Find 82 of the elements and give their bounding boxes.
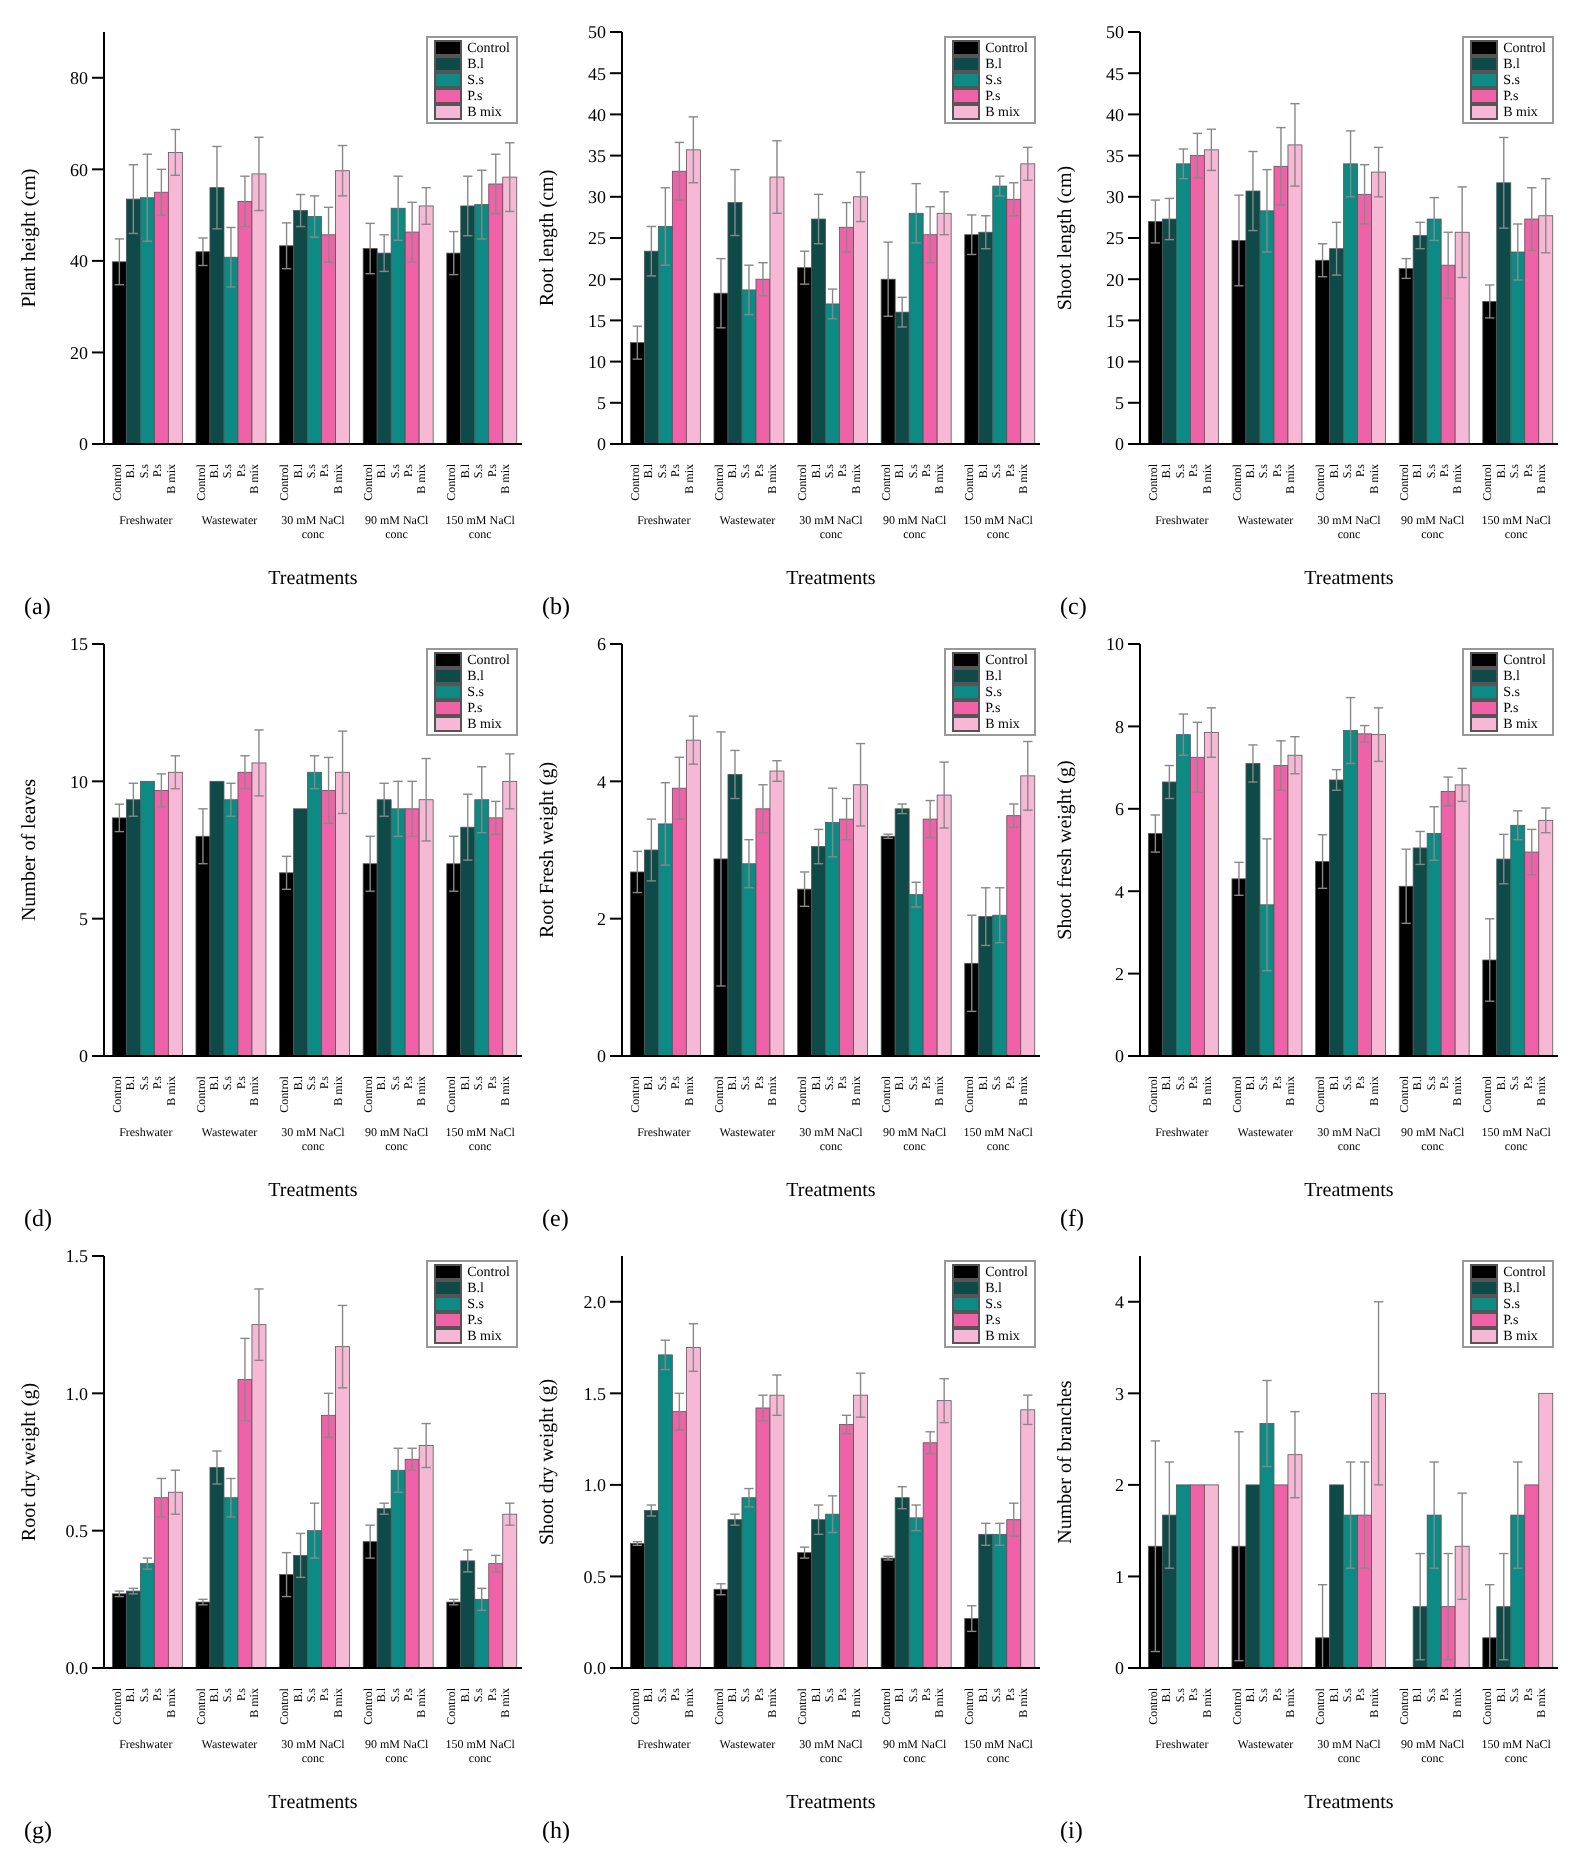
text: (h): [542, 1816, 570, 1846]
y-tick-label: 6: [1115, 799, 1125, 820]
y-tick-label: 2: [1115, 963, 1124, 984]
y-tick-label: 40: [1106, 104, 1125, 125]
y-tick-label: 10: [588, 351, 607, 372]
y-tick-label: 25: [588, 228, 607, 249]
y-axis-title: Plant height (cm): [19, 168, 42, 308]
y-tick-label: 10: [70, 771, 89, 792]
y-tick-label: 8: [1115, 716, 1125, 737]
y-tick-label: 0.5: [65, 1521, 89, 1542]
y-tick-label: 40: [588, 104, 607, 125]
x-axis-title: Treatments: [1304, 568, 1394, 590]
y-tick-label: 0.5: [583, 1566, 607, 1587]
y-tick-label: 5: [79, 909, 89, 930]
y-tick-label: 50: [588, 22, 607, 43]
y-axis-title: Shoot dry weight (g): [537, 1378, 560, 1546]
y-tick-label: 0: [1115, 1046, 1125, 1067]
y-axis-title: Root length (cm): [537, 169, 560, 307]
y-tick-label: 0: [1115, 1658, 1125, 1679]
y-tick-label: 0.0: [583, 1658, 607, 1679]
x-axis-title: Treatments: [268, 568, 358, 590]
y-tick-label: 0: [79, 1046, 89, 1067]
y-tick-label: 40: [70, 251, 89, 272]
y-tick-label: 5: [597, 393, 607, 414]
y-tick-label: 20: [1106, 269, 1125, 290]
y-axis-title: Shoot length (cm): [1055, 165, 1078, 311]
x-axis-title: Treatments: [786, 1792, 876, 1814]
y-tick-label: 2: [1115, 1475, 1124, 1496]
y-tick-label: 20: [588, 269, 607, 290]
y-tick-label: 5: [1115, 393, 1125, 414]
y-tick-label: 1.5: [583, 1383, 607, 1404]
y-tick-label: 45: [588, 63, 607, 84]
y-tick-label: 35: [588, 145, 607, 166]
text: (a): [24, 592, 51, 622]
text: (g): [24, 1816, 52, 1846]
text: (i): [1060, 1816, 1083, 1846]
y-tick-label: 30: [1106, 187, 1125, 208]
y-tick-label: 25: [1106, 228, 1125, 249]
y-tick-label: 10: [1106, 634, 1125, 655]
y-tick-label: 45: [1106, 63, 1125, 84]
y-tick-label: 1.0: [65, 1383, 89, 1404]
y-tick-label: 15: [70, 634, 89, 655]
y-axis-title: Root Fresh weight (g): [537, 761, 560, 939]
x-axis-title: Treatments: [1304, 1792, 1394, 1814]
text: (d): [24, 1204, 52, 1234]
x-axis-title: Treatments: [268, 1180, 358, 1202]
x-axis-title: Treatments: [268, 1792, 358, 1814]
y-tick-label: 0.0: [65, 1658, 89, 1679]
x-axis-title: Treatments: [1304, 1180, 1394, 1202]
y-tick-label: 3: [1115, 1383, 1125, 1404]
y-tick-label: 1.0: [583, 1475, 607, 1496]
x-axis-title: Treatments: [786, 568, 876, 590]
y-tick-label: 35: [1106, 145, 1125, 166]
y-tick-label: 15: [1106, 310, 1125, 331]
y-tick-label: 50: [1106, 22, 1125, 43]
y-tick-label: 80: [70, 68, 89, 89]
y-tick-label: 4: [1115, 1292, 1125, 1313]
y-tick-label: 4: [1115, 881, 1125, 902]
text: (b): [542, 592, 570, 622]
text: (f): [1060, 1204, 1084, 1234]
y-tick-label: 4: [597, 771, 607, 792]
y-tick-label: 10: [1106, 351, 1125, 372]
y-axis-title: Number of leaves: [19, 778, 42, 922]
y-tick-label: 0: [597, 1046, 607, 1067]
y-tick-label: 0: [1115, 434, 1125, 455]
y-tick-label: 0: [597, 434, 607, 455]
y-tick-label: 2: [597, 909, 606, 930]
y-axis-title: Root dry weight (g): [19, 1382, 42, 1542]
y-tick-label: 15: [588, 310, 607, 331]
y-tick-label: 30: [588, 187, 607, 208]
text: (e): [542, 1204, 569, 1234]
y-tick-label: 2.0: [583, 1292, 607, 1313]
y-tick-label: 1.5: [65, 1246, 89, 1267]
y-tick-label: 60: [70, 159, 89, 180]
y-axis-title: Shoot fresh weight (g): [1055, 760, 1078, 940]
x-axis-title: Treatments: [786, 1180, 876, 1202]
y-axis-title: Number of branches: [1055, 1380, 1078, 1544]
y-tick-label: 20: [70, 342, 89, 363]
y-tick-label: 1: [1115, 1566, 1124, 1587]
y-tick-label: 0: [79, 434, 89, 455]
text: (c): [1060, 592, 1087, 622]
y-tick-label: 6: [597, 634, 607, 655]
